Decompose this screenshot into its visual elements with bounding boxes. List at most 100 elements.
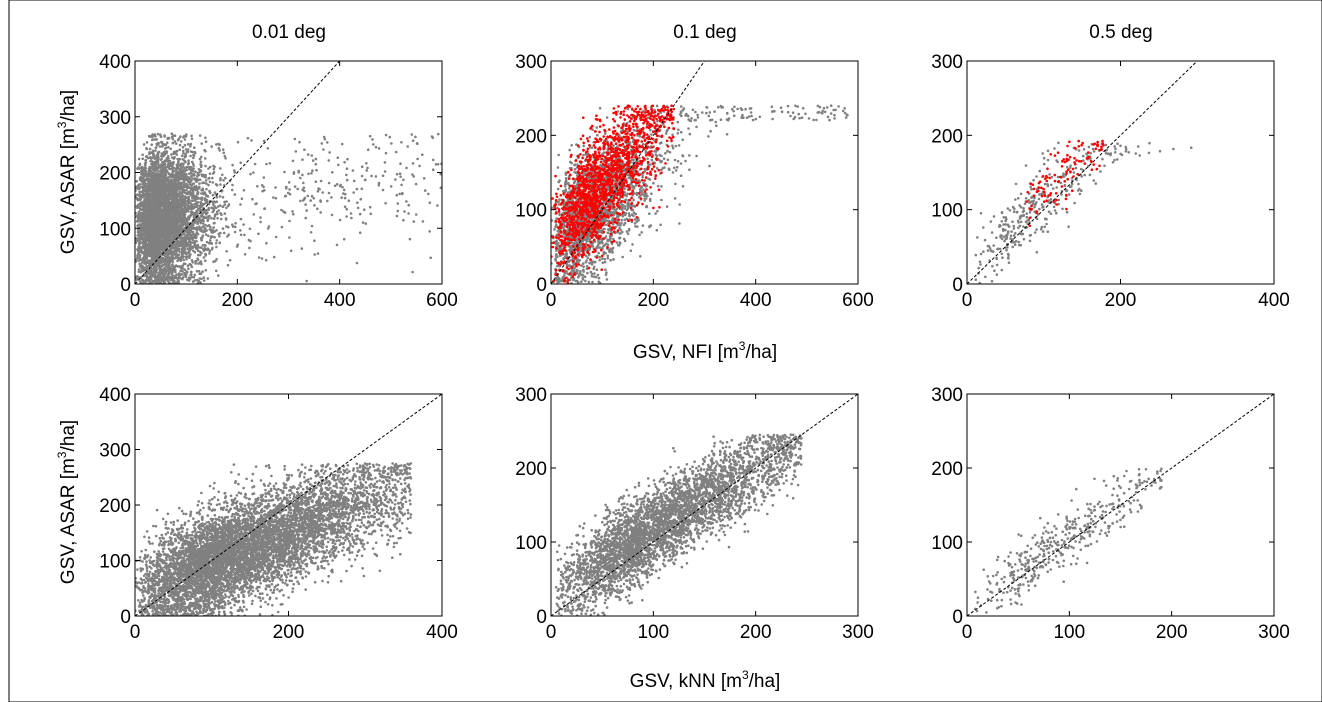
scatter-point	[411, 162, 415, 165]
scatter-point	[162, 231, 165, 234]
scatter-point	[182, 202, 186, 206]
scatter-point	[193, 187, 197, 190]
scatter-point	[257, 256, 261, 259]
scatter-point	[369, 212, 373, 216]
scatter-point	[233, 230, 237, 234]
scatter-point	[167, 252, 170, 255]
scatter-point	[162, 187, 165, 190]
scatter-point	[274, 186, 277, 189]
scatter-point	[319, 179, 323, 183]
scatter-point	[169, 181, 172, 184]
scatter-point	[403, 210, 406, 213]
scatter-point	[139, 217, 142, 221]
scatter-point	[143, 241, 147, 244]
scatter-point	[248, 246, 251, 250]
scatter-point	[294, 150, 298, 153]
scatter-point	[190, 223, 194, 226]
scatter-point	[306, 153, 310, 156]
scatter-point	[172, 192, 175, 195]
scatter-point	[158, 177, 161, 181]
scatter-point	[205, 240, 209, 244]
scatter-point	[166, 155, 170, 158]
scatter-point	[208, 165, 212, 169]
scatter-point	[177, 206, 180, 210]
scatter-point	[326, 141, 329, 144]
scatter-point	[439, 186, 442, 190]
scatter-point	[135, 193, 139, 196]
scatter-point	[222, 179, 225, 182]
scatter-point	[151, 225, 154, 228]
scatter-point	[178, 167, 181, 171]
scatter-point	[164, 173, 168, 177]
scatter-point	[152, 180, 156, 184]
scatter-point	[157, 156, 160, 159]
scatter-point	[196, 192, 199, 196]
scatter-point	[218, 204, 222, 207]
scatter-point	[154, 222, 158, 225]
scatter-point	[177, 137, 181, 140]
scatter-point	[333, 184, 337, 188]
scatter-point	[322, 148, 325, 151]
scatter-point	[177, 274, 181, 278]
scatter-point	[184, 191, 187, 195]
scatter-point	[198, 178, 202, 182]
scatter-point	[148, 220, 151, 224]
scatter-point	[170, 206, 173, 209]
scatter-point	[274, 235, 278, 239]
scatter-point	[313, 253, 317, 256]
scatter-point	[217, 274, 220, 277]
scatter-point	[159, 135, 163, 138]
scatter-point	[358, 231, 362, 234]
scatter-point	[169, 186, 172, 190]
scatter-point	[202, 192, 205, 196]
scatter-point	[225, 250, 228, 253]
scatter-point	[147, 253, 151, 257]
scatter-point	[180, 233, 184, 236]
scatter-point	[316, 252, 320, 255]
scatter-point	[335, 243, 339, 247]
scatter-point	[144, 251, 147, 254]
scatter-point	[145, 141, 149, 144]
scatter-point	[359, 197, 363, 201]
scatter-point	[143, 260, 147, 264]
scatter-point	[174, 234, 178, 238]
scatter-point	[204, 233, 208, 236]
scatter-point	[160, 210, 163, 214]
scatter-point	[193, 197, 197, 200]
scatter-point	[136, 198, 140, 202]
scatter-point	[154, 204, 157, 207]
panel-title-0.01: 0.01 deg	[252, 22, 326, 43]
scatter-point	[221, 173, 224, 177]
scatter-point	[173, 140, 177, 143]
scatter-point	[148, 147, 152, 151]
scatter-point	[144, 238, 147, 242]
scatter-point	[138, 183, 142, 186]
scatter-point	[327, 181, 331, 185]
scatter-point	[171, 225, 174, 229]
scatter-point	[150, 134, 153, 138]
scatter-point	[164, 143, 168, 147]
scatter-point	[152, 152, 155, 155]
scatter-point	[138, 214, 141, 217]
scatter-point	[140, 214, 144, 217]
scatter-point	[166, 244, 170, 247]
scatter-point	[192, 164, 195, 167]
scatter-point	[176, 255, 179, 259]
scatter-point	[152, 271, 156, 274]
scatter-point	[173, 240, 177, 244]
scatter-point	[233, 171, 237, 174]
scatter-point	[159, 226, 162, 230]
scatter-point	[311, 159, 315, 162]
scatter-point	[156, 132, 160, 136]
scatter-point	[415, 142, 419, 145]
scatter-point	[143, 203, 147, 207]
scatter-point	[249, 239, 252, 243]
scatter-point	[218, 235, 221, 238]
scatter-point	[206, 224, 209, 228]
scatter-point	[262, 176, 266, 179]
scatter-point	[193, 199, 197, 202]
scatter-point	[302, 181, 305, 185]
scatter-point	[163, 176, 166, 180]
scatter-point	[144, 216, 147, 219]
scatter-point	[234, 221, 237, 225]
